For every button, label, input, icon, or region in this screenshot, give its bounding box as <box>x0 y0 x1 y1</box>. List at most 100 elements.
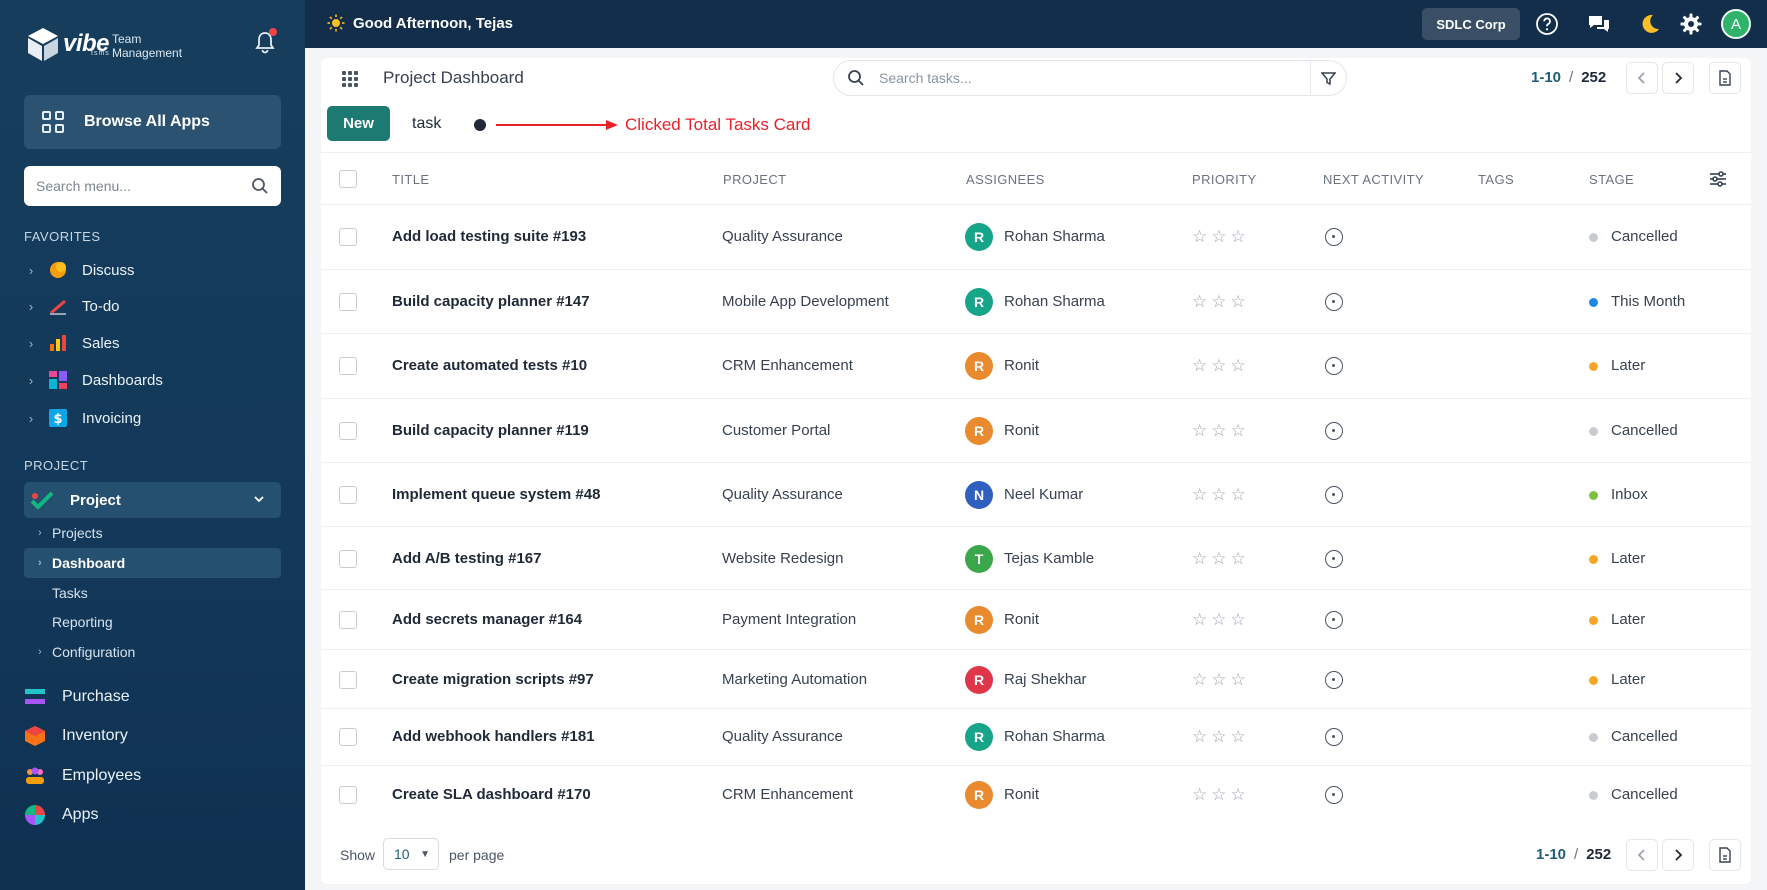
star-icon[interactable]: ☆ <box>1230 610 1246 629</box>
per-page-select[interactable]: 10 ▼ <box>383 838 439 870</box>
task-search-input[interactable] <box>879 70 1310 86</box>
row-checkbox[interactable] <box>339 422 357 440</box>
star-icon[interactable]: ☆ <box>1211 485 1227 504</box>
star-icon[interactable]: ☆ <box>1192 670 1208 689</box>
brand-logo[interactable]: vibe <box>26 26 110 62</box>
star-icon[interactable]: ☆ <box>1230 785 1246 804</box>
next-activity-clock-icon[interactable] <box>1325 486 1343 504</box>
star-icon[interactable]: ☆ <box>1192 485 1208 504</box>
sidebar-item-dashboard[interactable]: › Dashboard <box>24 548 281 578</box>
row-checkbox[interactable] <box>339 550 357 568</box>
browse-all-apps-button[interactable]: Browse All Apps <box>24 95 281 149</box>
sidebar-item-projects[interactable]: › Projects <box>24 518 281 548</box>
sidebar-item-inventory[interactable]: Inventory <box>24 719 281 753</box>
sidebar-item-todo[interactable]: › To-do <box>24 290 281 322</box>
help-icon[interactable] <box>1535 12 1559 36</box>
app-switcher-grid-icon[interactable] <box>342 71 358 87</box>
sidebar-item-dashboards[interactable]: › Dashboards <box>24 364 281 396</box>
row-checkbox[interactable] <box>339 486 357 504</box>
column-settings-icon[interactable] <box>1709 170 1727 188</box>
star-icon[interactable]: ☆ <box>1192 785 1208 804</box>
star-icon[interactable]: ☆ <box>1192 292 1208 311</box>
star-icon[interactable]: ☆ <box>1192 421 1208 440</box>
task-title[interactable]: Build capacity planner #119 <box>392 422 589 439</box>
task-title[interactable]: Create SLA dashboard #170 <box>392 786 591 803</box>
sidebar-item-sales[interactable]: › Sales <box>24 327 281 359</box>
sidebar-project-toggle[interactable]: Project <box>24 482 281 518</box>
star-icon[interactable]: ☆ <box>1211 292 1227 311</box>
select-all-checkbox[interactable] <box>339 170 357 188</box>
star-icon[interactable]: ☆ <box>1230 356 1246 375</box>
table-row[interactable]: Create migration scripts #97 Marketing Au… <box>321 650 1751 709</box>
next-activity-clock-icon[interactable] <box>1325 293 1343 311</box>
next-activity-clock-icon[interactable] <box>1325 422 1343 440</box>
table-row[interactable]: Create SLA dashboard #170 CRM Enhancement… <box>321 766 1751 825</box>
table-row[interactable]: Build capacity planner #119 Customer Port… <box>321 399 1751 463</box>
column-header-stage[interactable]: STAGE <box>1589 172 1635 187</box>
table-row[interactable]: Create automated tests #10 CRM Enhancemen… <box>321 334 1751 399</box>
task-title[interactable]: Add secrets manager #164 <box>392 611 583 628</box>
column-header-priority[interactable]: PRIORITY <box>1192 172 1257 187</box>
star-icon[interactable]: ☆ <box>1230 549 1246 568</box>
star-icon[interactable]: ☆ <box>1192 610 1208 629</box>
star-icon[interactable]: ☆ <box>1192 356 1208 375</box>
column-header-assignees[interactable]: ASSIGNEES <box>966 172 1045 187</box>
star-icon[interactable]: ☆ <box>1192 227 1208 246</box>
next-activity-clock-icon[interactable] <box>1325 786 1343 804</box>
sidebar-item-discuss[interactable]: › Discuss <box>24 254 281 286</box>
column-header-tags[interactable]: TAGS <box>1478 172 1515 187</box>
star-icon[interactable]: ☆ <box>1192 549 1208 568</box>
task-title[interactable]: Create migration scripts #97 <box>392 671 594 688</box>
sidebar-item-apps[interactable]: Apps <box>24 798 281 832</box>
next-activity-clock-icon[interactable] <box>1325 357 1343 375</box>
star-icon[interactable]: ☆ <box>1230 727 1246 746</box>
row-checkbox[interactable] <box>339 671 357 689</box>
row-checkbox[interactable] <box>339 357 357 375</box>
star-icon[interactable]: ☆ <box>1230 670 1246 689</box>
export-button[interactable] <box>1709 62 1741 94</box>
row-checkbox[interactable] <box>339 228 357 246</box>
next-activity-clock-icon[interactable] <box>1325 728 1343 746</box>
row-checkbox[interactable] <box>339 728 357 746</box>
star-icon[interactable]: ☆ <box>1211 227 1227 246</box>
star-icon[interactable]: ☆ <box>1211 549 1227 568</box>
star-icon[interactable]: ☆ <box>1192 727 1208 746</box>
next-activity-clock-icon[interactable] <box>1325 228 1343 246</box>
task-title[interactable]: Add webhook handlers #181 <box>392 728 595 745</box>
star-icon[interactable]: ☆ <box>1211 356 1227 375</box>
table-row[interactable]: Add webhook handlers #181 Quality Assuran… <box>321 709 1751 766</box>
filter-button[interactable] <box>1310 60 1346 96</box>
star-icon[interactable]: ☆ <box>1230 485 1246 504</box>
next-page-button[interactable] <box>1662 839 1694 871</box>
sidebar-item-configuration[interactable]: › Configuration <box>24 637 281 667</box>
new-task-button[interactable]: New <box>327 106 390 141</box>
row-checkbox[interactable] <box>339 611 357 629</box>
prev-page-button[interactable] <box>1626 839 1658 871</box>
chat-icon[interactable] <box>1587 12 1611 36</box>
column-header-project[interactable]: PROJECT <box>723 172 787 187</box>
table-row[interactable]: Implement queue system #48 Quality Assura… <box>321 463 1751 527</box>
row-checkbox[interactable] <box>339 293 357 311</box>
star-icon[interactable]: ☆ <box>1230 292 1246 311</box>
column-header-title[interactable]: TITLE <box>392 172 430 187</box>
next-activity-clock-icon[interactable] <box>1325 611 1343 629</box>
task-title[interactable]: Implement queue system #48 <box>392 486 601 503</box>
column-header-next-activity[interactable]: NEXT ACTIVITY <box>1323 172 1425 187</box>
row-checkbox[interactable] <box>339 786 357 804</box>
search-icon[interactable] <box>251 177 269 195</box>
user-avatar[interactable]: A <box>1721 9 1751 39</box>
star-icon[interactable]: ☆ <box>1230 227 1246 246</box>
sidebar-item-purchase[interactable]: Purchase <box>24 680 281 714</box>
table-row[interactable]: Build capacity planner #147 Mobile App De… <box>321 270 1751 334</box>
pager-range[interactable]: 1-10 <box>1536 846 1567 863</box>
export-button[interactable] <box>1709 839 1741 871</box>
task-title[interactable]: Add load testing suite #193 <box>392 228 587 245</box>
next-activity-clock-icon[interactable] <box>1325 550 1343 568</box>
next-activity-clock-icon[interactable] <box>1325 671 1343 689</box>
prev-page-button[interactable] <box>1626 62 1658 94</box>
star-icon[interactable]: ☆ <box>1211 785 1227 804</box>
company-switcher-button[interactable]: SDLC Corp <box>1422 8 1520 40</box>
star-icon[interactable]: ☆ <box>1211 670 1227 689</box>
star-icon[interactable]: ☆ <box>1230 421 1246 440</box>
dark-mode-moon-icon[interactable] <box>1638 12 1662 36</box>
